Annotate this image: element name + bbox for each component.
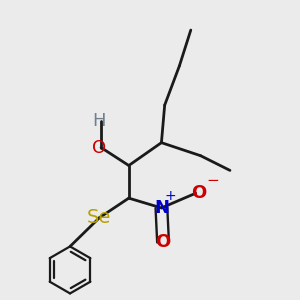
Text: Se: Se — [87, 208, 112, 227]
Text: −: − — [206, 173, 219, 188]
Text: H: H — [93, 112, 106, 130]
Text: N: N — [154, 199, 169, 217]
Text: O: O — [155, 233, 171, 251]
Text: O: O — [92, 139, 106, 157]
Text: O: O — [191, 184, 207, 202]
Text: +: + — [165, 188, 176, 203]
